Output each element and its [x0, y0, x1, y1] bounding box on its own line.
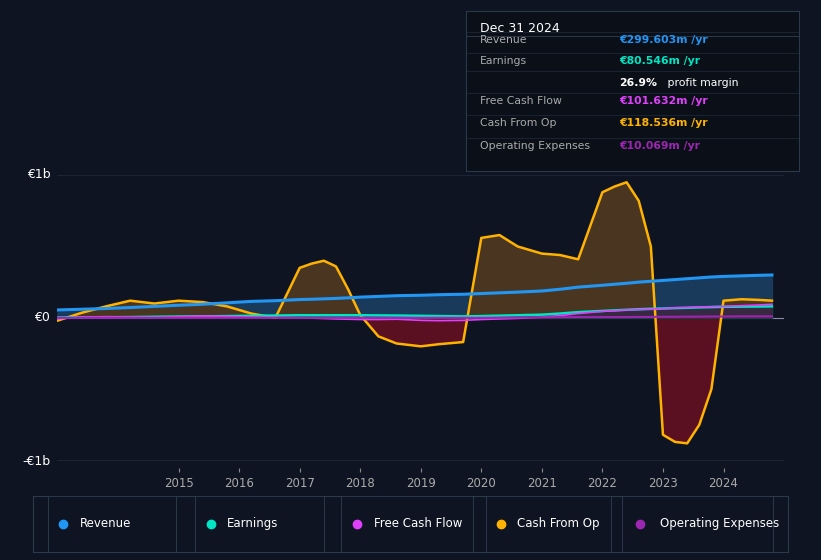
Text: Free Cash Flow: Free Cash Flow	[374, 517, 462, 530]
Text: €299.603m /yr: €299.603m /yr	[619, 35, 708, 45]
Text: 26.9%: 26.9%	[619, 78, 658, 88]
Text: €0: €0	[34, 311, 50, 324]
Text: €80.546m /yr: €80.546m /yr	[619, 57, 700, 67]
Text: Operating Expenses: Operating Expenses	[479, 141, 589, 151]
Text: €118.536m /yr: €118.536m /yr	[619, 118, 708, 128]
Text: -€1b: -€1b	[22, 455, 50, 468]
Text: Dec 31 2024: Dec 31 2024	[479, 22, 559, 35]
Text: profit margin: profit margin	[664, 78, 739, 88]
Text: Revenue: Revenue	[479, 35, 527, 45]
Text: €10.069m /yr: €10.069m /yr	[619, 141, 700, 151]
Text: Earnings: Earnings	[479, 57, 527, 67]
Text: Revenue: Revenue	[80, 517, 131, 530]
Text: Earnings: Earnings	[227, 517, 278, 530]
Text: €101.632m /yr: €101.632m /yr	[619, 96, 708, 106]
Text: €1b: €1b	[26, 168, 50, 181]
Text: Cash From Op: Cash From Op	[479, 118, 556, 128]
Text: Free Cash Flow: Free Cash Flow	[479, 96, 562, 106]
Text: Operating Expenses: Operating Expenses	[660, 517, 779, 530]
Text: Cash From Op: Cash From Op	[517, 517, 599, 530]
